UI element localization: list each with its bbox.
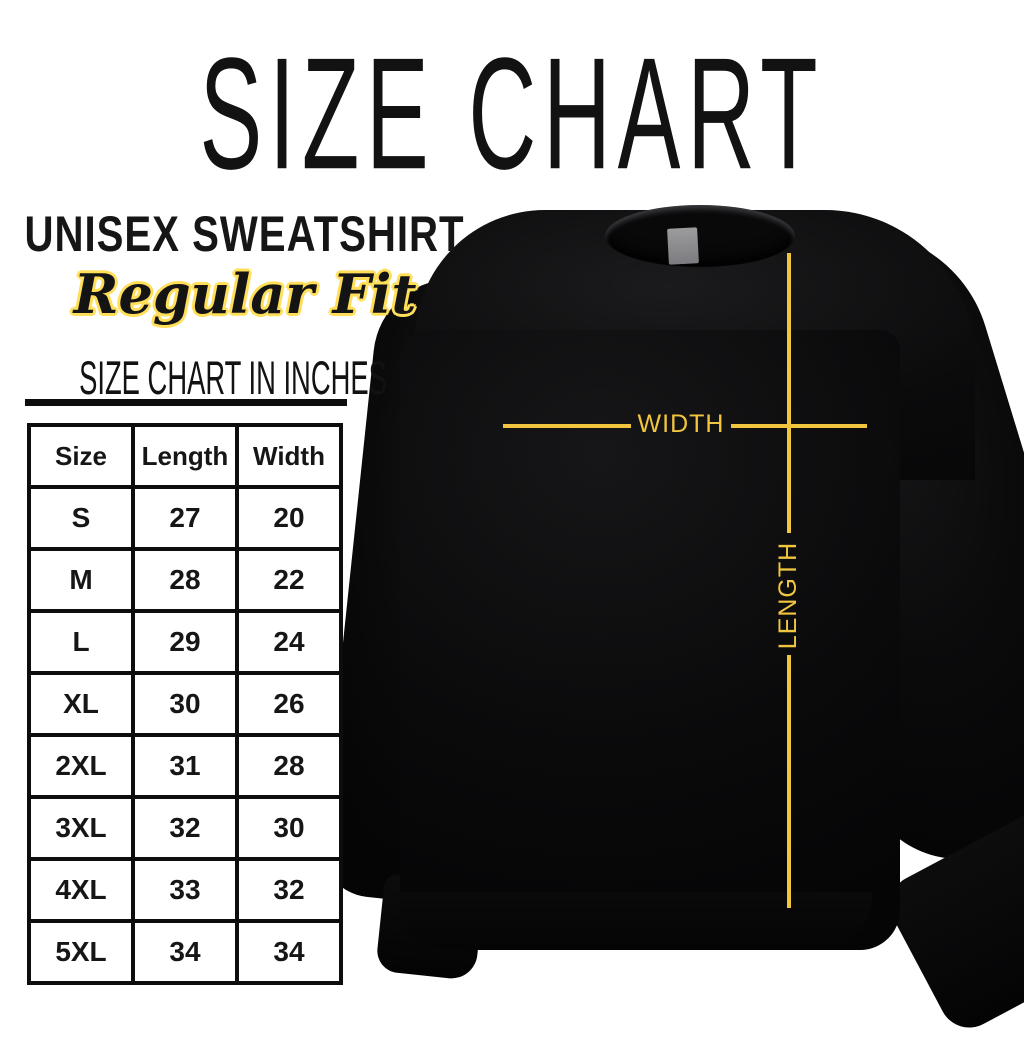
length-cell: 33 <box>131 857 239 923</box>
length-cell: 28 <box>131 547 239 613</box>
length-cell: 32 <box>131 795 239 861</box>
width-measure-label: WIDTH <box>637 410 725 438</box>
size-cell: L <box>27 609 135 675</box>
table-row: 3XL 32 30 <box>27 795 343 861</box>
sweatshirt-image <box>316 190 1024 1038</box>
size-cell: XL <box>27 671 135 737</box>
sweatshirt-torso <box>400 330 900 950</box>
width-measure-line-left <box>503 424 631 428</box>
sweatshirt-hem <box>400 892 872 948</box>
product-name: UNISEX SWEATSHIRT <box>24 206 466 263</box>
header-row: Size Length Width <box>27 423 343 489</box>
width-cell: 34 <box>235 919 343 985</box>
length-cell: 30 <box>131 671 239 737</box>
size-cell: 4XL <box>27 857 135 923</box>
size-cell: 2XL <box>27 733 135 799</box>
sweatshirt-collar <box>605 205 795 267</box>
length-measure-label: LENGTH <box>774 541 803 649</box>
size-table: Size Length Width S 27 20 M 28 22 L 29 2… <box>27 423 343 985</box>
table-row: M 28 22 <box>27 547 343 613</box>
size-table-body: S 27 20 M 28 22 L 29 24 XL 30 26 2XL 31 … <box>27 485 343 985</box>
width-cell: 26 <box>235 671 343 737</box>
width-cell: 20 <box>235 485 343 551</box>
table-row: L 29 24 <box>27 609 343 675</box>
width-cell: 32 <box>235 857 343 923</box>
column-header-length: Length <box>131 423 239 489</box>
size-table-header: Size Length Width <box>27 423 343 489</box>
size-table-heading: SIZE CHART IN INCHES <box>25 352 387 406</box>
table-row: 2XL 31 28 <box>27 733 343 799</box>
length-cell: 29 <box>131 609 239 675</box>
width-cell: 30 <box>235 795 343 861</box>
length-cell: 34 <box>131 919 239 985</box>
size-cell: S <box>27 485 135 551</box>
width-measure-line-right <box>731 424 867 428</box>
column-header-size: Size <box>27 423 135 489</box>
table-row: S 27 20 <box>27 485 343 551</box>
table-row: XL 30 26 <box>27 671 343 737</box>
size-cell: 3XL <box>27 795 135 861</box>
length-cell: 27 <box>131 485 239 551</box>
column-header-width: Width <box>235 423 343 489</box>
width-cell: 28 <box>235 733 343 799</box>
care-tag-icon <box>667 227 699 265</box>
width-cell: 22 <box>235 547 343 613</box>
size-cell: 5XL <box>27 919 135 985</box>
size-cell: M <box>27 547 135 613</box>
length-measure-line-bottom <box>787 655 791 908</box>
width-cell: 24 <box>235 609 343 675</box>
length-cell: 31 <box>131 733 239 799</box>
page-title: SIZE CHART <box>199 24 825 203</box>
table-row: 4XL 33 32 <box>27 857 343 923</box>
fit-label: Regular Fit <box>73 262 417 326</box>
length-measure-line-top <box>787 253 791 533</box>
table-row: 5XL 34 34 <box>27 919 343 985</box>
